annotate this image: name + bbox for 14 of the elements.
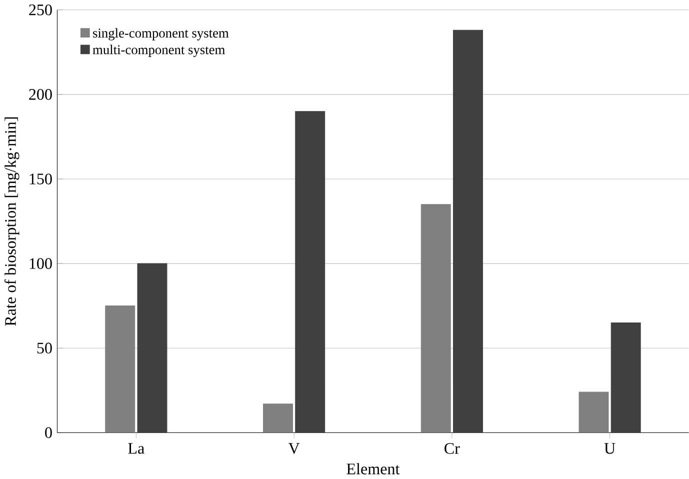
y-tick-label: 100: [30, 258, 52, 270]
y-tick-label: 250: [29, 4, 52, 16]
legend-label: multi-component system: [92, 44, 225, 58]
y-tick-label: 150: [30, 174, 52, 184]
x-tick-label: La: [128, 443, 144, 454]
x-tick-label: V: [288, 443, 300, 454]
x-tick-label: U: [604, 443, 616, 454]
y-axis-title: Rate of biosorption [mg/kg·min]: [4, 118, 20, 326]
y-tick-label: 200: [29, 89, 52, 100]
y-tick-label: 50: [37, 342, 52, 354]
legend-label: single-component system: [93, 28, 229, 40]
x-axis-title: Element: [346, 463, 400, 474]
y-tick-label: 0: [45, 427, 52, 438]
x-tick-label: Cr: [444, 443, 460, 454]
